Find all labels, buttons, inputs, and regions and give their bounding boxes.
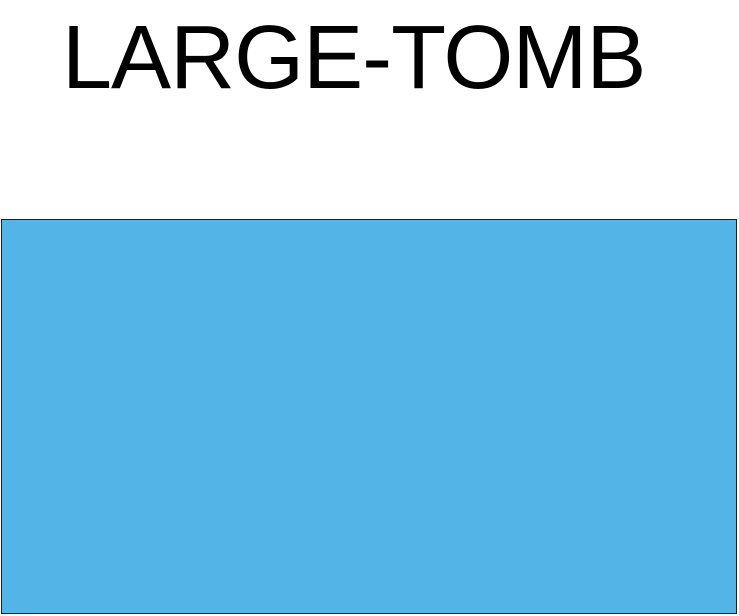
diagram-title: LARGE-TOMB [62, 8, 646, 108]
large-tomb-rectangle [1, 219, 737, 614]
